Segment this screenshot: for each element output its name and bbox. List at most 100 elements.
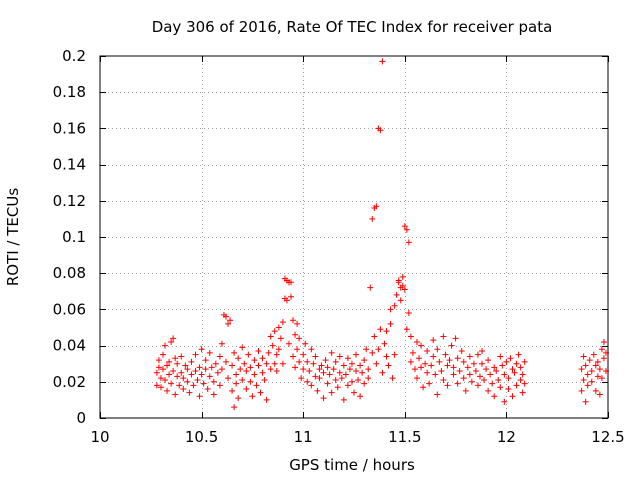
data-point	[434, 346, 441, 353]
data-point	[450, 371, 457, 378]
data-point	[310, 360, 317, 367]
data-point	[202, 366, 209, 373]
data-point	[519, 389, 526, 396]
data-point	[225, 320, 232, 327]
data-point	[397, 297, 404, 304]
data-point	[430, 353, 437, 360]
data-point	[235, 355, 242, 362]
data-point	[320, 395, 327, 402]
data-point	[592, 387, 599, 394]
data-point	[582, 362, 589, 369]
data-point	[290, 317, 297, 324]
data-point	[296, 358, 303, 365]
data-point	[157, 375, 164, 382]
data-point	[450, 364, 457, 371]
data-point	[440, 376, 447, 383]
data-point	[505, 375, 512, 382]
data-point	[340, 396, 347, 403]
data-point	[263, 360, 270, 367]
data-point	[389, 375, 396, 382]
data-point	[357, 362, 364, 369]
data-point	[466, 353, 473, 360]
data-point	[336, 369, 343, 376]
data-point	[418, 364, 425, 371]
data-point	[271, 328, 278, 335]
data-point	[308, 382, 315, 389]
y-tick-label: 0.18	[53, 83, 86, 101]
data-point	[302, 340, 309, 347]
data-point	[261, 376, 268, 383]
data-point	[373, 360, 380, 367]
data-point	[172, 355, 179, 362]
data-point	[493, 367, 500, 374]
data-point	[263, 396, 270, 403]
data-point	[342, 371, 349, 378]
data-point	[344, 355, 351, 362]
tick-labels: 10 10.5 11 11.5 12 12.5 0 0.02 0.04 0.06 0.08 0.1 0.…	[53, 47, 625, 446]
y-tick-label: 0.12	[53, 192, 86, 210]
data-point	[454, 355, 461, 362]
y-tick-label: 0.16	[53, 119, 86, 137]
data-point	[487, 371, 494, 378]
data-point	[409, 349, 416, 356]
data-point	[269, 342, 276, 349]
data-point	[196, 393, 203, 400]
data-point	[405, 239, 412, 246]
data-point	[361, 357, 368, 364]
data-point	[580, 353, 587, 360]
data-point	[241, 360, 248, 367]
data-point	[231, 404, 238, 411]
data-point	[424, 369, 431, 376]
data-point	[348, 378, 355, 385]
data-point	[306, 367, 313, 374]
x-tick-label: 11	[294, 428, 313, 446]
data-point	[436, 358, 443, 365]
data-point	[188, 358, 195, 365]
data-point	[407, 358, 414, 365]
data-point	[476, 373, 483, 380]
data-point	[200, 380, 207, 387]
data-point	[231, 349, 238, 356]
data-point	[596, 391, 603, 398]
data-point	[210, 378, 217, 385]
data-point	[168, 338, 175, 345]
data-point	[365, 366, 372, 373]
data-point	[292, 364, 299, 371]
data-point	[300, 351, 307, 358]
data-point	[517, 376, 524, 383]
data-point	[304, 378, 311, 385]
data-point	[369, 349, 376, 356]
data-point	[267, 333, 274, 340]
data-point	[507, 355, 514, 362]
data-point	[188, 371, 195, 378]
data-point	[586, 357, 593, 364]
data-point	[216, 353, 223, 360]
data-point	[365, 375, 372, 382]
data-point	[233, 380, 240, 387]
data-point	[192, 367, 199, 374]
data-point	[251, 357, 258, 364]
data-point	[499, 362, 506, 369]
data-point	[509, 366, 516, 373]
data-point	[367, 284, 374, 291]
data-point	[218, 366, 225, 373]
y-tick-label: 0.06	[53, 300, 86, 318]
data-point	[385, 362, 392, 369]
data-point	[222, 358, 229, 365]
data-point	[503, 358, 510, 365]
data-point	[509, 393, 516, 400]
data-point	[434, 391, 441, 398]
data-point	[348, 360, 355, 367]
y-tick-label: 0.08	[53, 264, 86, 282]
data-point	[424, 348, 431, 355]
data-point	[383, 353, 390, 360]
data-point	[178, 353, 185, 360]
data-point	[247, 378, 254, 385]
data-point	[401, 223, 408, 230]
data-point	[235, 395, 242, 402]
data-point	[332, 376, 339, 383]
data-point	[460, 375, 467, 382]
data-point	[212, 360, 219, 367]
data-point	[411, 366, 418, 373]
data-point	[326, 371, 333, 378]
